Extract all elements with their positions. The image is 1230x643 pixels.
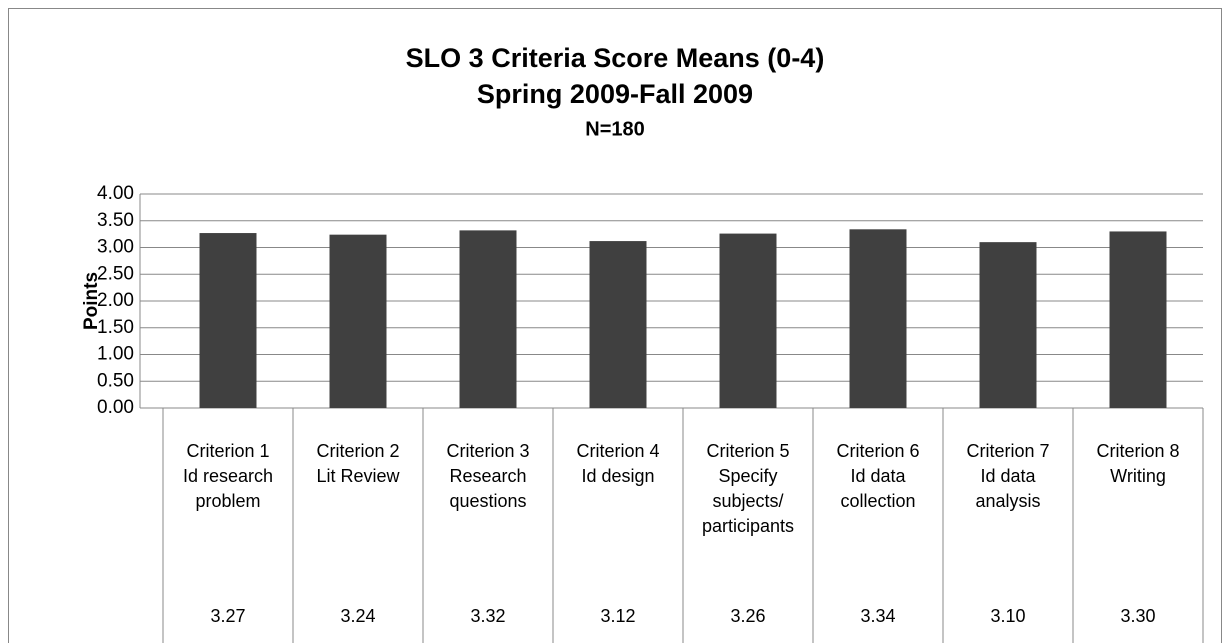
y-tick-label: 2.50 xyxy=(97,263,134,284)
y-tick-label: 1.00 xyxy=(97,344,134,365)
category-label: analysis xyxy=(975,491,1040,511)
category-label: Criterion 8 xyxy=(1096,441,1179,461)
category-label: Criterion 7 xyxy=(966,441,1049,461)
category-label: problem xyxy=(195,491,260,511)
category-label: Lit Review xyxy=(316,466,400,486)
bar xyxy=(329,234,387,408)
category-label: subjects/ xyxy=(712,491,783,511)
category-label: collection xyxy=(840,491,915,511)
category-label: Writing xyxy=(1110,466,1166,486)
value-label: 3.27 xyxy=(210,606,245,626)
category-label: questions xyxy=(449,491,526,511)
y-tick-label: 1.50 xyxy=(97,317,134,338)
bar xyxy=(849,229,907,408)
value-label: 3.30 xyxy=(1120,606,1155,626)
value-label: 3.10 xyxy=(990,606,1025,626)
value-label: 3.12 xyxy=(600,606,635,626)
y-tick-label: 2.00 xyxy=(97,290,134,311)
category-label: Criterion 5 xyxy=(706,441,789,461)
value-label: 3.32 xyxy=(470,606,505,626)
bar xyxy=(199,233,257,408)
category-label: Criterion 1 xyxy=(186,441,269,461)
y-tick-label: 0.50 xyxy=(97,370,134,391)
category-label: Criterion 6 xyxy=(836,441,919,461)
category-label: Criterion 4 xyxy=(576,441,659,461)
category-label: Id data xyxy=(980,466,1036,486)
category-label: Specify xyxy=(718,466,777,486)
category-label: Criterion 3 xyxy=(446,441,529,461)
y-tick-label: 0.00 xyxy=(97,397,134,418)
bar xyxy=(1109,231,1167,408)
y-tick-label: 4.00 xyxy=(97,183,134,204)
category-label: Id data xyxy=(850,466,906,486)
value-label: 3.24 xyxy=(340,606,375,626)
bar xyxy=(979,242,1037,408)
category-label: Id research xyxy=(183,466,273,486)
bar xyxy=(589,241,647,408)
y-tick-label: 3.00 xyxy=(97,237,134,258)
chart-subtitle: Spring 2009-Fall 2009 xyxy=(477,79,753,109)
bar xyxy=(719,233,777,408)
category-label: Research xyxy=(449,466,526,486)
y-tick-label: 3.50 xyxy=(97,210,134,231)
value-label: 3.26 xyxy=(730,606,765,626)
category-label: Criterion 2 xyxy=(316,441,399,461)
chart-note: N=180 xyxy=(585,118,645,140)
bar xyxy=(459,230,517,408)
y-axis-label: Points xyxy=(81,272,102,330)
chart-title: SLO 3 Criteria Score Means (0-4) xyxy=(406,43,825,73)
value-label: 3.34 xyxy=(860,606,895,626)
category-label: participants xyxy=(702,516,794,536)
category-label: Id design xyxy=(581,466,654,486)
